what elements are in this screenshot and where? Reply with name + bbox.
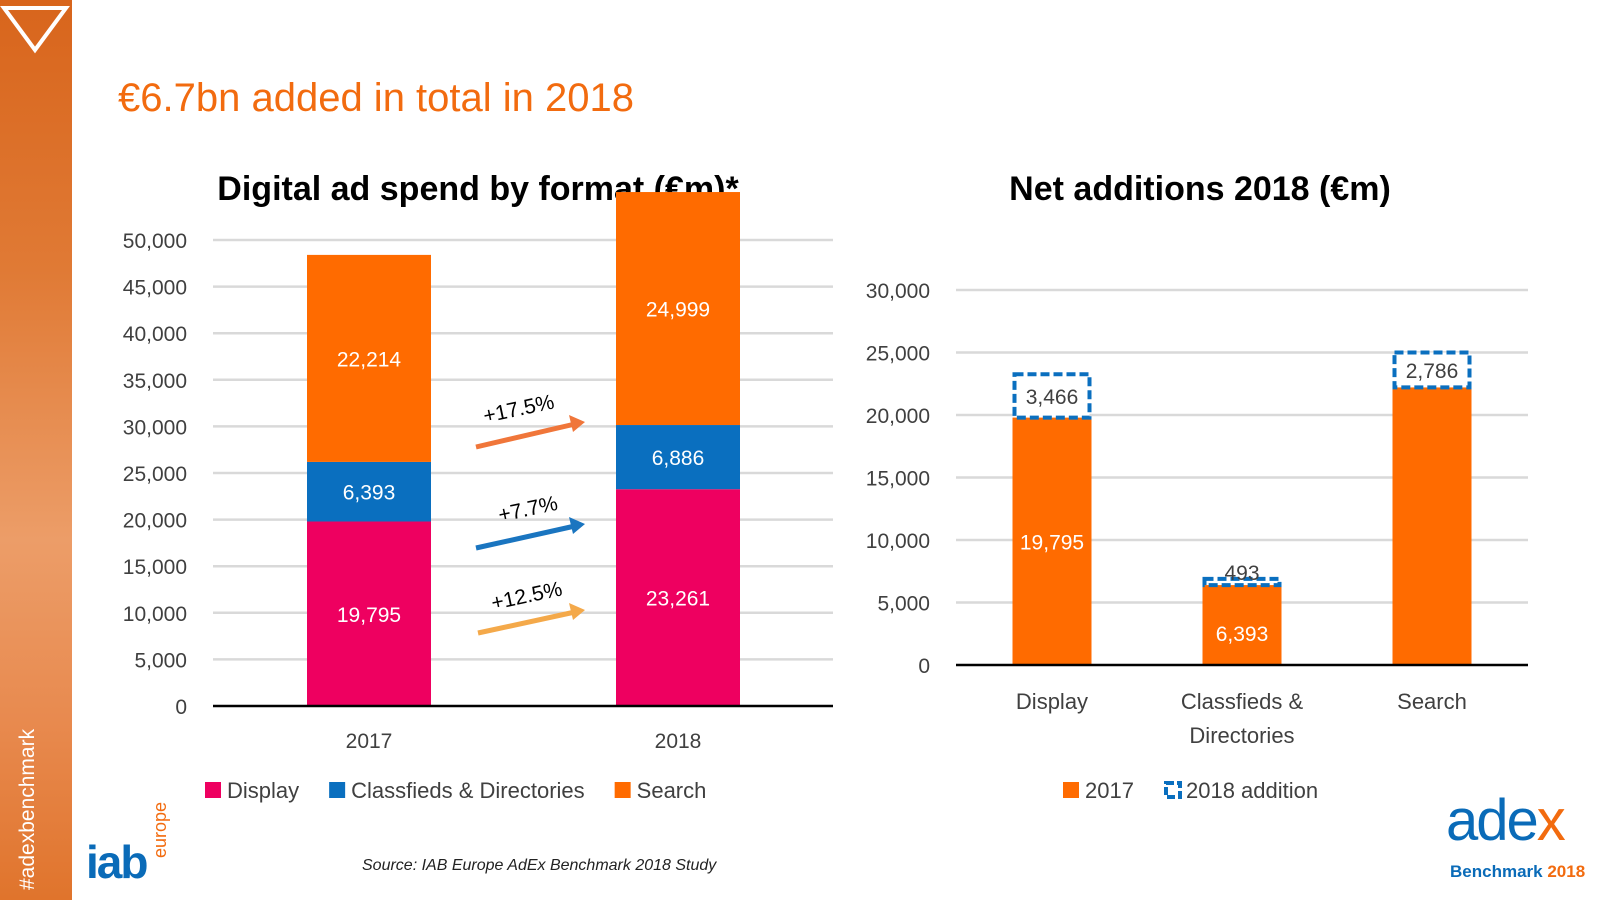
y-tick-label: 30,000: [123, 416, 187, 439]
x-tick-label: 2018: [655, 730, 702, 753]
legend-label: Classfieds & Directories: [351, 778, 585, 803]
arrow-shaft: [475, 421, 576, 450]
y-tick-label: 5,000: [877, 593, 930, 616]
arrow-head-icon: [569, 603, 585, 620]
adex-logo-text: ade: [1446, 788, 1539, 853]
data-label: 23,261: [646, 588, 710, 611]
adex-logo-x: x: [1536, 788, 1566, 853]
bar-2018-addition: [1392, 350, 1472, 390]
data-label: 24,999: [646, 299, 710, 322]
legend-swatch-dashed: [1164, 781, 1182, 799]
legend-label: Search: [637, 778, 707, 803]
arrow-shaft: [475, 523, 576, 551]
y-tick-label: 0: [918, 655, 930, 678]
bar-search-2018: [616, 192, 740, 426]
bar-display-2017: [307, 521, 431, 706]
y-tick-label: 25,000: [123, 463, 187, 486]
y-tick-label: 45,000: [123, 277, 187, 300]
bar-2018-addition: [1012, 372, 1092, 420]
growth-arrow-1: [475, 517, 585, 551]
data-label: 19,795: [1020, 531, 1084, 554]
legend-label: 2018 addition: [1186, 778, 1318, 803]
y-tick-label: 50,000: [123, 230, 187, 253]
data-label: 6,393: [1216, 623, 1269, 646]
bar-2018-addition: [1202, 576, 1282, 588]
y-tick-label: 5,000: [134, 649, 187, 672]
y-tick-label: 25,000: [866, 343, 930, 366]
data-label: 19,795: [337, 604, 401, 627]
y-tick-label: 20,000: [123, 510, 187, 533]
adex-logo: adex: [1446, 792, 1566, 850]
y-tick-label: 10,000: [123, 603, 187, 626]
data-label-addition: 3,466: [1026, 386, 1079, 409]
data-label-addition: 493: [1224, 562, 1259, 585]
legend-swatch: [205, 782, 221, 798]
y-tick-label: 15,000: [123, 556, 187, 579]
iab-logo-text: iab: [86, 836, 148, 888]
x-tick-label: Search: [1397, 689, 1467, 714]
benchmark-label: Benchmark 2018: [1450, 862, 1585, 882]
chart-title: Net additions 2018 (€m): [1009, 170, 1391, 208]
arrow-shaft: [477, 609, 576, 636]
bar-classfieds-directories-2017: [307, 461, 431, 522]
bar-classfieds-directories-2018: [616, 425, 740, 490]
data-label: 22,214: [337, 348, 402, 371]
data-label-addition: 2,786: [1406, 360, 1459, 383]
x-tick-label: 2017: [346, 730, 393, 753]
benchmark-year: 2018: [1547, 862, 1586, 881]
growth-label: +17.5%: [481, 390, 556, 427]
growth-label: +7.7%: [496, 492, 560, 527]
y-tick-label: 0: [175, 696, 187, 719]
growth-arrow-0: [475, 415, 585, 450]
y-tick-label: 30,000: [866, 280, 930, 303]
y-tick-label: 20,000: [866, 405, 930, 428]
y-tick-label: 40,000: [123, 323, 187, 346]
y-tick-label: 35,000: [123, 370, 187, 393]
legend-swatch: [614, 782, 631, 798]
bar-2017: [1012, 417, 1092, 665]
bar-search-2017: [307, 254, 431, 462]
legend-label: 2017: [1085, 778, 1134, 803]
y-tick-label: 10,000: [866, 530, 930, 553]
data-label: 6,393: [343, 482, 396, 505]
bar-display-2018: [616, 489, 740, 706]
bar-2017: [1392, 387, 1472, 665]
x-tick-label: Directories: [1189, 723, 1294, 748]
data-label: 22,214: [1400, 854, 1465, 877]
x-tick-label: Display: [1016, 689, 1088, 714]
x-tick-label: Classfieds &: [1181, 689, 1304, 714]
page-title: €6.7bn added in total in 2018: [118, 76, 634, 120]
growth-label: +12.5%: [489, 577, 564, 614]
y-tick-label: 15,000: [866, 468, 930, 491]
triangle-down-outline-icon: [0, 6, 70, 54]
sidebar-band: #adexbenchmark: [0, 0, 72, 900]
iab-logo: iab: [86, 835, 148, 889]
growth-arrow-2: [477, 603, 585, 636]
benchmark-text: Benchmark: [1450, 862, 1548, 881]
bar-2017: [1202, 585, 1282, 665]
legend-swatch: [329, 782, 346, 798]
legend-swatch: [1063, 782, 1079, 798]
iab-europe-text: europe: [150, 801, 170, 858]
arrow-head-icon: [569, 415, 585, 432]
data-label: 6,886: [652, 447, 705, 470]
source-note: Source: IAB Europe AdEx Benchmark 2018 S…: [362, 857, 717, 874]
legend-label: Display: [227, 778, 299, 803]
arrow-head-icon: [569, 517, 585, 534]
